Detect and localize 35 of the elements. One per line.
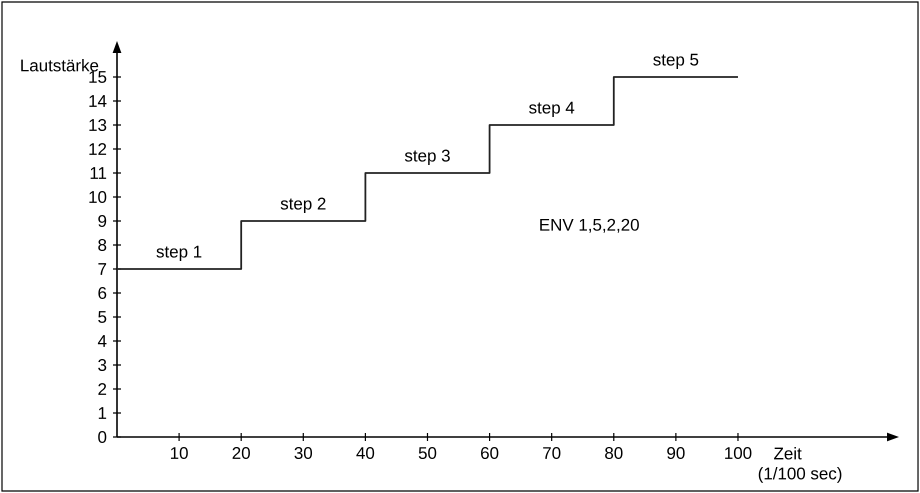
- y-tick-label: 12: [89, 143, 106, 155]
- annotation: step 2: [280, 198, 326, 213]
- annotation: step 3: [404, 150, 450, 165]
- y-axis-title: Lautstärke: [21, 59, 98, 72]
- y-tick-label: 9: [98, 215, 106, 227]
- y-tick-label: 2: [98, 383, 106, 395]
- y-tick-label: 0: [98, 431, 106, 443]
- y-tick-label: 6: [98, 287, 106, 299]
- text: (1/100 sec): [758, 467, 842, 483]
- y-tick-label: 14: [89, 95, 106, 107]
- x-tick-label: 20: [232, 447, 250, 460]
- x-tick-label: 40: [356, 447, 374, 460]
- annotation: step 5: [653, 54, 698, 69]
- x-tick-label: 50: [418, 447, 436, 460]
- annotation: step 1: [156, 246, 202, 261]
- annotation: step 4: [529, 102, 574, 117]
- y-tick-label: 13: [89, 119, 106, 131]
- y-tick-label: 4: [98, 335, 106, 347]
- y-tick-label: 10: [89, 191, 106, 203]
- x-tick-label: 10: [170, 447, 188, 460]
- y-tick-label: 5: [98, 311, 106, 323]
- x-tick-label: 30: [294, 447, 312, 460]
- y-tick-label: 7: [98, 263, 106, 275]
- annotation: ENV 1,5,2,20: [540, 218, 639, 233]
- x-tick-label: 80: [605, 447, 623, 460]
- y-tick-label: 3: [98, 359, 106, 371]
- y-tick-label: 8: [98, 239, 106, 251]
- y-tick-label: 11: [90, 167, 106, 179]
- x-tick-label: 60: [481, 447, 498, 460]
- y-tick-label: 15: [89, 71, 106, 83]
- x-tick-label: 100: [725, 447, 752, 460]
- y-tick-label: 1: [98, 407, 106, 419]
- x-tick-label: 70: [543, 447, 560, 460]
- x-axis-title: Zeit: [774, 447, 802, 460]
- x-tick-label: 90: [667, 447, 685, 460]
